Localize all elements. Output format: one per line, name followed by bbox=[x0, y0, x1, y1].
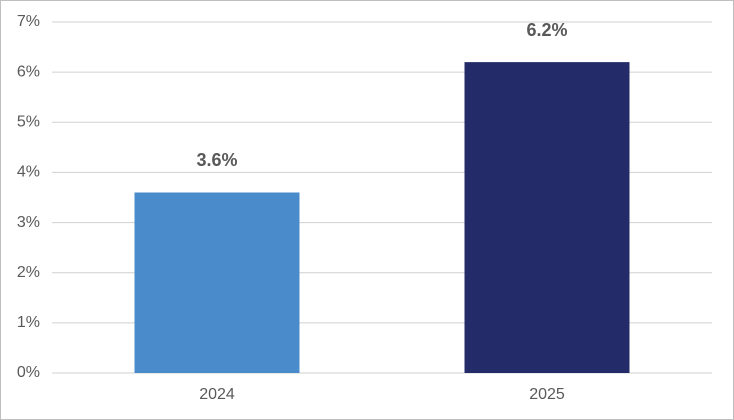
y-tick-label: 4% bbox=[17, 164, 40, 181]
x-tick-label: 2024 bbox=[199, 386, 235, 403]
x-tick-label: 2025 bbox=[529, 386, 565, 403]
y-tick-label: 6% bbox=[17, 63, 40, 80]
bar bbox=[134, 192, 300, 373]
y-tick-label: 3% bbox=[17, 214, 40, 231]
y-tick-label: 2% bbox=[17, 264, 40, 281]
value-label: 3.6% bbox=[196, 150, 237, 170]
y-tick-label: 1% bbox=[17, 314, 40, 331]
y-tick-label: 5% bbox=[17, 114, 40, 131]
value-label: 6.2% bbox=[526, 20, 567, 40]
y-tick-label: 7% bbox=[17, 13, 40, 30]
bar bbox=[464, 62, 630, 373]
y-tick-label: 0% bbox=[17, 364, 40, 381]
